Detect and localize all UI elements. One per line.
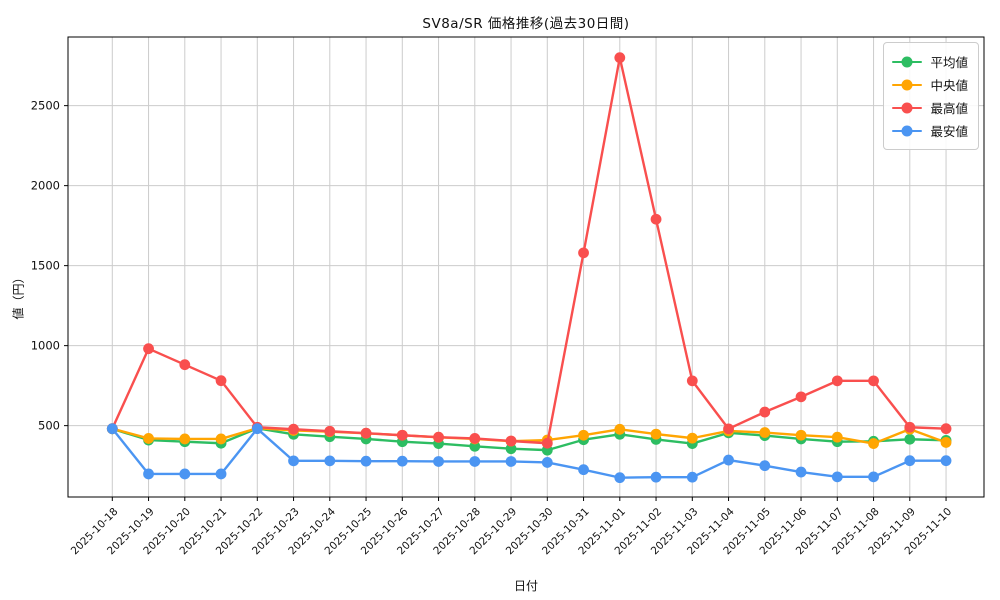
data-point (650, 213, 662, 225)
data-point (433, 431, 444, 443)
series-line-最高値 (111, 56, 948, 445)
data-point (288, 423, 299, 435)
data-point (288, 455, 299, 467)
data-point (505, 435, 517, 447)
y-tick-label: 2000 (31, 179, 60, 193)
data-point (215, 375, 227, 387)
legend-label-min: 最安値 (930, 124, 968, 139)
data-point (505, 443, 517, 455)
legend-label-average: 平均値 (930, 55, 968, 70)
data-point (143, 433, 154, 444)
legend-item-max: 最高値 (892, 96, 968, 119)
data-point (179, 433, 191, 445)
data-point (324, 425, 336, 437)
data-point (831, 431, 843, 443)
legend-label-median: 中央値 (930, 78, 968, 93)
data-point (686, 432, 698, 444)
data-point (143, 343, 154, 355)
data-point (360, 427, 372, 439)
data-point (940, 437, 952, 448)
data-point (106, 423, 118, 435)
data-point (179, 359, 191, 371)
data-point (904, 433, 916, 445)
data-point (868, 471, 879, 483)
data-point (868, 438, 879, 449)
data-point (215, 468, 227, 480)
data-point (940, 455, 952, 467)
x-axis-label: 日付 (513, 579, 538, 593)
average-line-marker (892, 56, 923, 68)
legend-label-max: 最高値 (930, 101, 968, 116)
data-point (723, 454, 734, 466)
data-point (650, 471, 662, 483)
data-point (469, 456, 481, 467)
data-point (904, 421, 916, 433)
axes-frame (67, 36, 985, 498)
data-point (759, 427, 771, 438)
data-point (759, 460, 771, 472)
data-point (396, 455, 408, 467)
chart-title: SV8a/SR 価格推移(過去30日間) (422, 16, 630, 32)
data-point (759, 406, 771, 418)
data-point (578, 464, 589, 476)
y-tick-label: 500 (38, 419, 60, 433)
data-point (686, 471, 698, 483)
data-point (868, 375, 879, 387)
series-line-平均値 (111, 427, 948, 452)
data-point (541, 437, 553, 449)
data-point (179, 468, 191, 480)
data-point (795, 466, 807, 478)
data-point (324, 455, 336, 467)
data-point (469, 433, 481, 444)
data-point (578, 247, 589, 259)
data-point (614, 52, 626, 64)
data-point (940, 423, 952, 435)
max-line-marker (892, 102, 923, 114)
y-tick-label: 1000 (31, 339, 60, 353)
data-point (795, 391, 807, 403)
data-point (541, 457, 553, 468)
data-point (686, 375, 698, 387)
data-point (360, 455, 372, 467)
y-tick-label: 1500 (31, 259, 60, 273)
data-point (650, 428, 662, 440)
median-line-marker (892, 79, 923, 91)
data-point (904, 455, 916, 467)
legend-item-average: 平均値 (892, 50, 968, 73)
data-point (251, 423, 263, 435)
data-point (215, 433, 227, 445)
data-point (723, 423, 734, 435)
data-point (795, 429, 807, 441)
data-point (578, 429, 589, 441)
data-point (433, 456, 444, 467)
y-tick-label: 2500 (31, 99, 60, 113)
min-line-marker (892, 125, 923, 137)
data-point (396, 429, 408, 441)
series-line-最安値 (111, 427, 948, 479)
legend-item-min: 最安値 (892, 119, 968, 142)
data-point (831, 375, 843, 387)
data-point (614, 472, 626, 484)
data-point (143, 468, 154, 480)
data-point (614, 423, 626, 435)
legend-item-median: 中央値 (892, 73, 968, 96)
data-point (505, 456, 517, 467)
series-line-中央値 (111, 427, 948, 445)
data-point (831, 471, 843, 483)
y-axis-label: 値（円） (11, 271, 26, 320)
legend: 平均値 中央値 最高値 最安値 (883, 42, 979, 150)
